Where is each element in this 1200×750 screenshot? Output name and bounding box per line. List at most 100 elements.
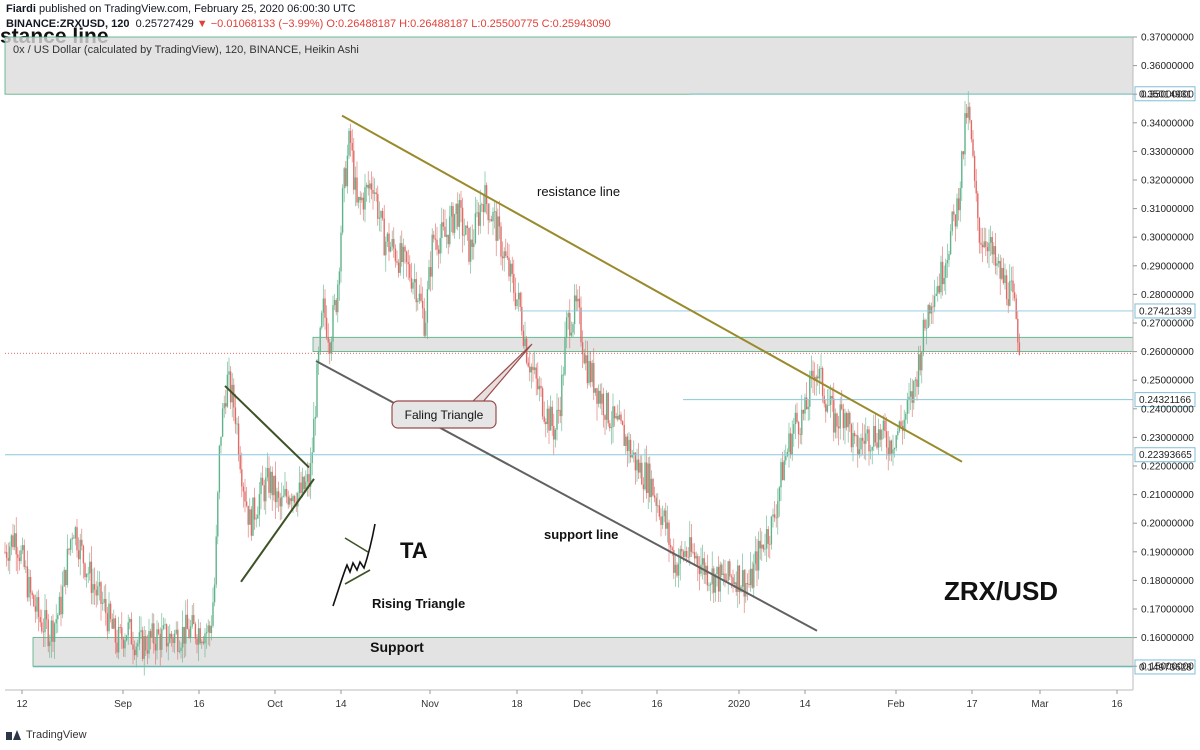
candle-body: [105, 598, 107, 614]
candle-body: [949, 231, 952, 255]
candle-body: [1012, 280, 1014, 293]
candle-body: [237, 423, 240, 455]
candle-body: [841, 404, 843, 410]
candle-body: [533, 367, 536, 370]
tradingview-logo-icon: [6, 730, 22, 740]
candle-body: [821, 367, 824, 396]
candle-body: [465, 225, 467, 235]
candle-body: [615, 416, 617, 419]
price-label: 0.27421339: [1139, 306, 1192, 317]
sketch-line-icon: [344, 537, 369, 553]
candle-body: [933, 295, 936, 307]
candle-body: [516, 299, 518, 307]
candle-body: [589, 361, 592, 383]
candle-body: [308, 474, 310, 487]
candle-body: [81, 539, 83, 546]
candle-body: [743, 570, 745, 597]
candle-body: [301, 476, 304, 494]
candle-body: [482, 204, 485, 213]
candle-body: [637, 459, 640, 473]
candle-body: [572, 324, 574, 333]
trend-line-0[interactable]: [341, 114, 963, 463]
candle-body: [420, 293, 422, 301]
candle-body: [876, 442, 878, 448]
candle-body: [612, 406, 614, 428]
footer-brand[interactable]: TradingView: [6, 729, 87, 741]
candle-body: [573, 295, 576, 325]
candle-body: [837, 426, 840, 429]
candle-body: [449, 216, 451, 245]
pair-label: ZRX/USD: [944, 576, 1058, 606]
price-tick-label: 0.16000000: [1141, 633, 1194, 644]
candle-body: [1015, 298, 1017, 319]
author-name[interactable]: Fiardi: [6, 3, 36, 15]
candle-body: [141, 630, 144, 659]
candle-body: [485, 185, 488, 205]
candle-body: [668, 522, 670, 546]
candle-body: [266, 467, 269, 478]
candle-body: [1002, 267, 1005, 284]
candle-body: [825, 403, 827, 412]
candle-body: [239, 454, 241, 470]
trend-line-2[interactable]: [224, 385, 310, 469]
falling-triangle-callout[interactable]: [391, 400, 497, 429]
candle-body: [789, 433, 792, 456]
candle-body: [965, 113, 968, 118]
candle-body: [996, 263, 998, 266]
candle-body: [101, 602, 104, 604]
candle-body: [554, 429, 557, 440]
trend-line-1[interactable]: [315, 360, 818, 632]
candle-body: [228, 371, 230, 375]
candle-body: [60, 596, 62, 615]
candle-body: [1010, 280, 1013, 282]
candle-body: [453, 213, 456, 233]
support-line-label: support line: [544, 527, 618, 542]
candle-body: [890, 440, 893, 454]
candle-body: [706, 565, 709, 586]
candle-body: [9, 546, 11, 561]
publish-text: published on TradingView.com, February 2…: [39, 3, 356, 15]
candle-body: [39, 616, 41, 623]
candle-body: [351, 142, 353, 151]
candle-body: [1013, 292, 1016, 299]
candle-body: [196, 638, 198, 645]
candle-body: [636, 459, 638, 471]
candle-body: [388, 233, 390, 252]
trend-line-3[interactable]: [240, 478, 315, 583]
candle-body: [543, 416, 545, 422]
candle-body: [319, 327, 321, 352]
candle-body: [556, 409, 558, 430]
candle-body: [935, 293, 937, 296]
candle-body: [796, 412, 798, 422]
candle-body: [330, 341, 333, 354]
candle-body: [242, 486, 245, 492]
candle-body: [553, 425, 555, 440]
candle-body: [421, 300, 424, 309]
candle-body: [175, 629, 177, 634]
candle-body: [52, 620, 54, 642]
time-tick-label: 14: [335, 699, 347, 710]
candle-body: [169, 633, 171, 643]
price-tick-label: 0.21000000: [1141, 490, 1194, 501]
candle-body: [626, 436, 629, 452]
candle-body: [697, 556, 699, 567]
candle-body: [481, 204, 483, 206]
candle-body: [10, 535, 13, 547]
candle-body: [714, 574, 717, 593]
candle-body: [71, 537, 73, 540]
candle-body: [68, 548, 70, 550]
candle-body: [69, 539, 72, 550]
candle-body: [303, 476, 305, 490]
support-zone-label: Support: [370, 639, 424, 655]
candle-body: [919, 354, 921, 371]
candle-body: [551, 406, 553, 426]
candle-body: [172, 638, 174, 644]
candle-body: [673, 550, 675, 573]
candle-body: [353, 150, 355, 190]
candle-body: [929, 304, 931, 314]
candle-body: [378, 217, 381, 219]
candle-body: [828, 404, 830, 406]
candle-body: [284, 489, 286, 496]
candle-body: [642, 484, 645, 490]
